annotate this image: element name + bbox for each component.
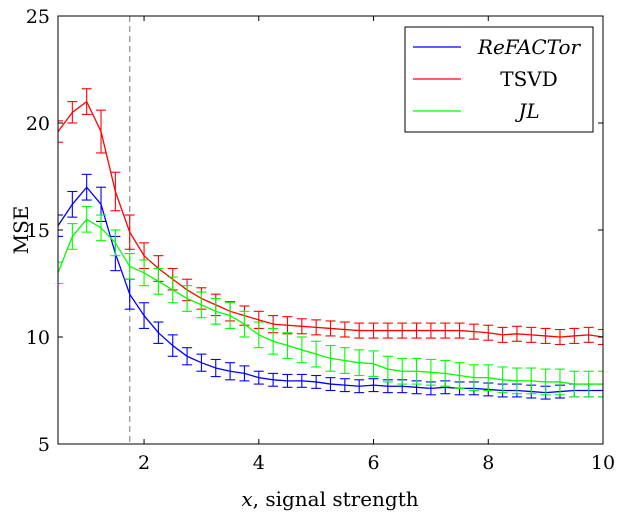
x-tick-label: 6 [367,452,379,474]
x-axis-label-rest: , signal strength [253,487,419,511]
legend: ReFACTor TSVD JL [404,26,594,133]
x-axis-title: x, signal strength [241,487,418,511]
x-tick-label: 2 [138,452,150,474]
legend-label-refactor: ReFACTor [477,35,582,59]
error-bar-jl [58,261,63,285]
y-tick-label: 15 [26,220,50,242]
series-line-refactor [58,186,603,394]
series-line-jl [58,218,603,385]
x-tick-label: 8 [482,452,494,474]
x-tick-label: 10 [591,452,615,474]
legend-label-jl: JL [514,99,539,123]
y-tick-label: 20 [26,113,50,135]
y-tick-label: 10 [26,327,50,349]
series-line-tsvd [58,100,603,338]
error-bar-jl [598,370,603,398]
error-bar-refactor [58,214,63,237]
x-axis-variable: x [241,487,252,511]
series-jl [58,205,603,398]
y-axis-title: MSE [9,206,33,255]
error-bar-tsvd [58,120,63,143]
error-bar-tsvd [598,328,603,346]
legend-label-tsvd: TSVD [500,67,558,91]
x-tick-label: 4 [253,452,265,474]
y-tick-label: 25 [26,6,50,28]
y-tick-label: 5 [38,434,50,456]
